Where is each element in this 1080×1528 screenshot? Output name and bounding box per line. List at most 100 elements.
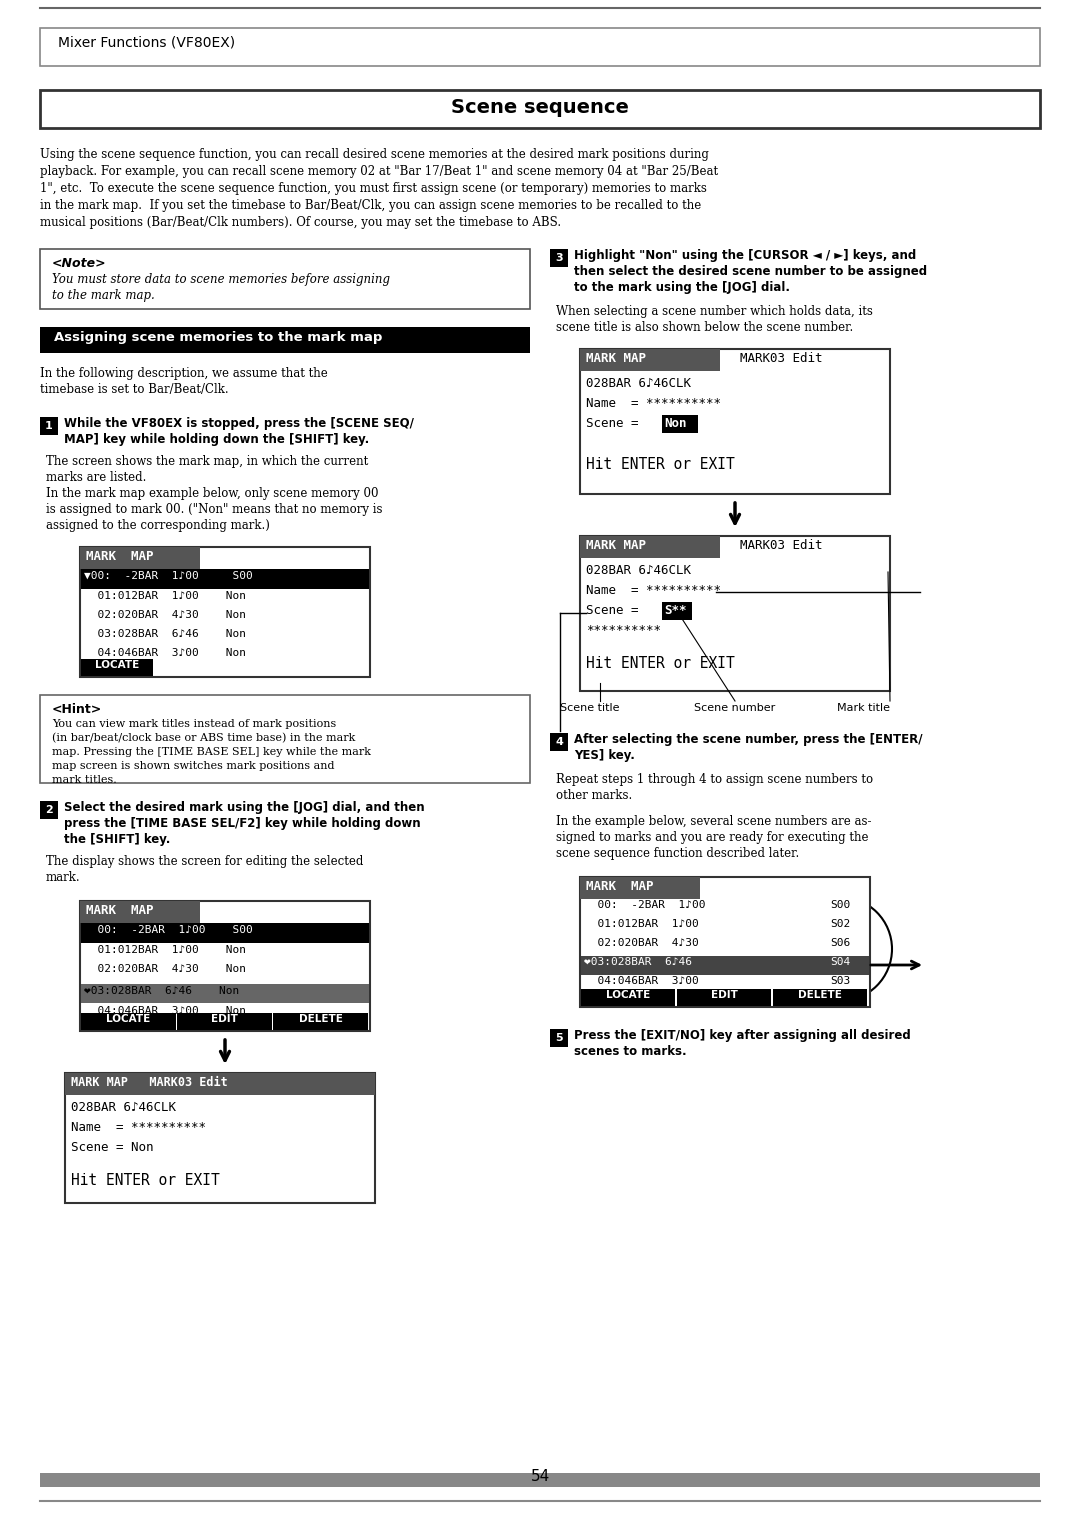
Text: mark.: mark. <box>46 871 81 885</box>
Text: MARK  MAP: MARK MAP <box>86 905 153 917</box>
Text: 028BAR 6♪46CLK: 028BAR 6♪46CLK <box>71 1102 176 1114</box>
Text: scenes to marks.: scenes to marks. <box>573 1045 687 1057</box>
Bar <box>581 957 869 975</box>
Bar <box>81 1013 176 1030</box>
Bar <box>40 1473 1040 1487</box>
Text: Name  = **********: Name = ********** <box>586 584 721 597</box>
Text: Name  = **********: Name = ********** <box>71 1122 206 1134</box>
Text: to the mark using the [JOG] dial.: to the mark using the [JOG] dial. <box>573 281 789 293</box>
Text: MAP] key while holding down the [SHIFT] key.: MAP] key while holding down the [SHIFT] … <box>64 432 369 446</box>
Bar <box>65 1073 375 1203</box>
Text: Hit ENTER or EXIT: Hit ENTER or EXIT <box>586 457 734 472</box>
Bar <box>40 249 530 309</box>
Bar <box>580 536 890 691</box>
Polygon shape <box>688 348 735 371</box>
Text: EDIT: EDIT <box>211 1015 238 1024</box>
Bar <box>81 568 369 588</box>
Text: 1: 1 <box>45 422 53 431</box>
Bar <box>550 1028 568 1047</box>
Text: MARK03 Edit: MARK03 Edit <box>740 351 823 365</box>
Text: S06: S06 <box>831 938 850 947</box>
Bar <box>40 327 530 353</box>
Text: Scene =: Scene = <box>586 417 646 429</box>
Text: In the example below, several scene numbers are as-: In the example below, several scene numb… <box>556 814 872 828</box>
Text: 5: 5 <box>555 1033 563 1044</box>
Text: <Hint>: <Hint> <box>52 703 103 717</box>
Text: ❤03:028BAR  6♪46    Non: ❤03:028BAR 6♪46 Non <box>84 986 240 996</box>
Text: 028BAR 6♪46CLK: 028BAR 6♪46CLK <box>586 564 691 578</box>
Text: Select the desired mark using the [JOG] dial, and then: Select the desired mark using the [JOG] … <box>64 801 424 814</box>
Text: 00:  -2BAR  1♪00    S00: 00: -2BAR 1♪00 S00 <box>84 924 253 935</box>
Bar <box>550 733 568 750</box>
Text: LOCATE: LOCATE <box>606 990 650 999</box>
Text: ▼00:  -2BAR  1♪00     S00: ▼00: -2BAR 1♪00 S00 <box>84 571 253 581</box>
Text: 02:020BAR  4♪30: 02:020BAR 4♪30 <box>584 938 699 947</box>
Text: 03:028BAR  6♪46    Non: 03:028BAR 6♪46 Non <box>84 630 246 639</box>
Text: Mark title: Mark title <box>837 703 890 714</box>
Text: in the mark map.  If you set the timebase to Bar/Beat/Clk, you can assign scene : in the mark map. If you set the timebase… <box>40 199 701 212</box>
Text: The screen shows the mark map, in which the current: The screen shows the mark map, in which … <box>46 455 368 468</box>
Bar <box>80 902 200 923</box>
Text: Scene sequence: Scene sequence <box>451 98 629 118</box>
Text: Name  = **********: Name = ********** <box>586 397 721 410</box>
Text: In the mark map example below, only scene memory 00: In the mark map example below, only scen… <box>46 487 378 500</box>
Text: 01:012BAR  1♪00: 01:012BAR 1♪00 <box>584 918 699 929</box>
Text: S04: S04 <box>831 957 850 967</box>
Text: marks are listed.: marks are listed. <box>46 471 147 484</box>
Text: 02:020BAR  4♪30    Non: 02:020BAR 4♪30 Non <box>84 964 246 973</box>
Bar <box>662 416 698 432</box>
Text: While the VF80EX is stopped, press the [SCENE SEQ/: While the VF80EX is stopped, press the [… <box>64 417 414 429</box>
Text: Non: Non <box>664 417 687 429</box>
Bar <box>581 989 675 1005</box>
Text: When selecting a scene number which holds data, its: When selecting a scene number which hold… <box>556 306 873 318</box>
Text: Using the scene sequence function, you can recall desired scene memories at the : Using the scene sequence function, you c… <box>40 148 708 160</box>
Text: playback. For example, you can recall scene memory 02 at "Bar 17/Beat 1" and sce: playback. For example, you can recall sc… <box>40 165 718 177</box>
Bar <box>773 989 867 1005</box>
Text: Highlight "Non" using the [CURSOR ◄ / ►] keys, and: Highlight "Non" using the [CURSOR ◄ / ►]… <box>573 249 916 261</box>
Text: LOCATE: LOCATE <box>106 1015 150 1024</box>
Bar <box>65 1073 375 1096</box>
Text: 3: 3 <box>555 254 563 263</box>
Text: scene title is also shown below the scene number.: scene title is also shown below the scen… <box>556 321 853 335</box>
Text: MARK MAP: MARK MAP <box>586 539 646 552</box>
Text: is assigned to mark 00. ("Non" means that no memory is: is assigned to mark 00. ("Non" means tha… <box>46 503 382 516</box>
Text: Assigning scene memories to the mark map: Assigning scene memories to the mark map <box>54 332 382 344</box>
Bar <box>580 536 720 558</box>
Text: musical positions (Bar/Beat/Clk numbers). Of course, you may set the timebase to: musical positions (Bar/Beat/Clk numbers)… <box>40 215 562 229</box>
Bar <box>580 877 870 1007</box>
Text: S**: S** <box>664 604 687 617</box>
Text: Press the [EXIT/NO] key after assigning all desired: Press the [EXIT/NO] key after assigning … <box>573 1028 910 1042</box>
Bar <box>177 1013 272 1030</box>
Bar <box>80 547 200 568</box>
Polygon shape <box>170 547 210 568</box>
Bar <box>40 28 1040 66</box>
Text: 2: 2 <box>45 805 53 814</box>
Text: map. Pressing the [TIME BASE SEL] key while the mark: map. Pressing the [TIME BASE SEL] key wh… <box>52 747 372 756</box>
Text: Scene = Non: Scene = Non <box>71 1141 153 1154</box>
Text: 04:046BAR  3♪00: 04:046BAR 3♪00 <box>584 976 699 986</box>
Text: 01:012BAR  1♪00    Non: 01:012BAR 1♪00 Non <box>84 944 246 955</box>
Text: Hit ENTER or EXIT: Hit ENTER or EXIT <box>71 1174 219 1187</box>
Text: Scene =: Scene = <box>586 604 646 617</box>
Text: assigned to the corresponding mark.): assigned to the corresponding mark.) <box>46 520 270 532</box>
Bar <box>40 417 58 435</box>
Text: Hit ENTER or EXIT: Hit ENTER or EXIT <box>586 656 734 671</box>
Text: the [SHIFT] key.: the [SHIFT] key. <box>64 833 171 847</box>
Text: The display shows the screen for editing the selected: The display shows the screen for editing… <box>46 856 363 868</box>
Text: LOCATE: LOCATE <box>95 660 139 669</box>
Text: MARK03 Edit: MARK03 Edit <box>740 539 823 552</box>
Text: DELETE: DELETE <box>298 1015 342 1024</box>
Bar <box>580 348 720 371</box>
Text: other marks.: other marks. <box>556 788 632 802</box>
Text: EDIT: EDIT <box>711 990 738 999</box>
Bar <box>550 249 568 267</box>
Text: You can view mark titles instead of mark positions: You can view mark titles instead of mark… <box>52 720 336 729</box>
Bar <box>580 348 890 494</box>
Text: <Note>: <Note> <box>52 257 107 270</box>
Text: scene sequence function described later.: scene sequence function described later. <box>556 847 799 860</box>
Bar <box>40 695 530 782</box>
Bar <box>81 923 369 943</box>
Text: (in bar/beat/clock base or ABS time base) in the mark: (in bar/beat/clock base or ABS time base… <box>52 733 355 743</box>
Text: MARK MAP   MARK03 Edit: MARK MAP MARK03 Edit <box>71 1076 228 1089</box>
Bar <box>677 989 771 1005</box>
